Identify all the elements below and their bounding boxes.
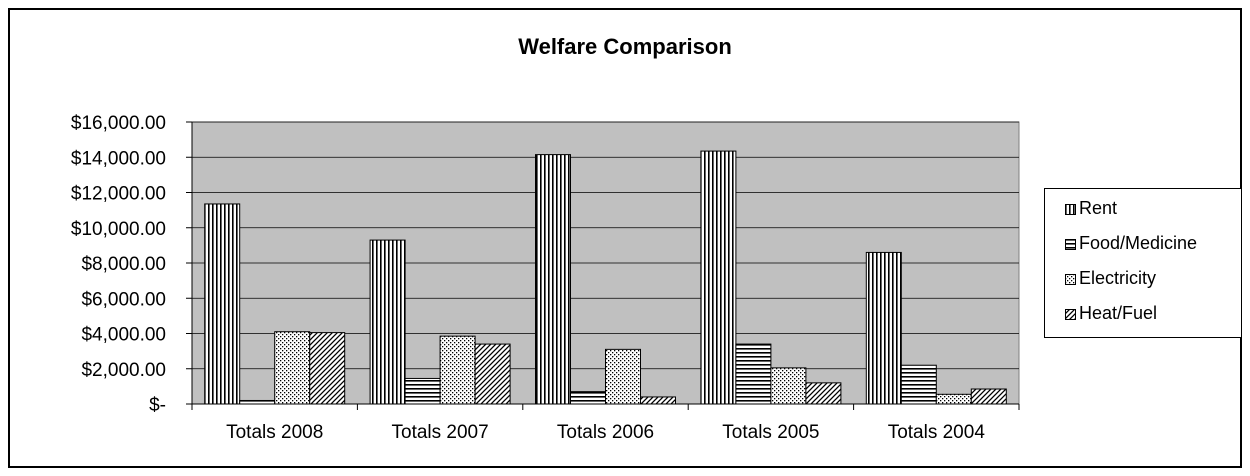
- bar-electricity: [935, 393, 972, 405]
- bar-electricity: [274, 331, 311, 405]
- bar-rent: [700, 150, 737, 405]
- y-tick-label: $4,000.00: [81, 325, 166, 346]
- chart-title: Welfare Comparison: [518, 34, 732, 59]
- legend-swatch: [1065, 309, 1076, 320]
- legend-item: Food/Medicine: [1065, 232, 1197, 254]
- bar-food-medicine: [900, 364, 937, 405]
- x-tick-label: Totals 2006: [557, 422, 654, 443]
- bar-food-medicine: [239, 399, 276, 405]
- x-tick-label: Totals 2004: [888, 422, 986, 443]
- legend-swatch: [1065, 239, 1076, 250]
- bar-rent: [865, 251, 902, 405]
- legend-label: Rent: [1079, 198, 1118, 218]
- legend-item: Electricity: [1065, 267, 1156, 289]
- bar-rent: [369, 239, 406, 405]
- y-tick-label: $16,000.00: [71, 113, 166, 134]
- bar-heat-fuel: [805, 382, 842, 405]
- bar-heat-fuel: [474, 343, 511, 405]
- legend-swatch: [1065, 204, 1076, 215]
- y-tick-label: $12,000.00: [71, 184, 166, 205]
- bar-food-medicine: [735, 343, 772, 405]
- x-tick-label: Totals 2008: [226, 422, 323, 443]
- legend-item: Rent: [1065, 197, 1117, 219]
- legend-swatch: [1065, 274, 1076, 285]
- y-tick-label: $6,000.00: [81, 289, 166, 310]
- x-tick-label: Totals 2005: [722, 422, 819, 443]
- legend-label: Food/Medicine: [1079, 233, 1198, 253]
- legend: Rent Food/Medicine Electricity Heat/Fuel: [1044, 188, 1242, 338]
- bar-rent: [204, 203, 241, 405]
- bar-electricity: [770, 367, 807, 405]
- y-tick-label: $2,000.00: [81, 360, 166, 381]
- bar-food-medicine: [570, 391, 606, 405]
- bar-heat-fuel: [640, 396, 676, 405]
- y-tick-label: $8,000.00: [81, 254, 166, 275]
- y-tick-label: $10,000.00: [71, 219, 166, 240]
- bar-electricity: [439, 335, 476, 405]
- bar-heat-fuel: [309, 332, 346, 405]
- y-tick-label: $14,000.00: [71, 148, 166, 169]
- legend-label: Electricity: [1079, 268, 1157, 288]
- legend-label: Heat/Fuel: [1079, 303, 1158, 323]
- bar-heat-fuel: [970, 388, 1007, 405]
- x-tick-label: Totals 2007: [392, 422, 489, 443]
- bar-food-medicine: [404, 377, 441, 405]
- legend-item: Heat/Fuel: [1065, 302, 1157, 324]
- y-tick-label: $-: [149, 395, 166, 416]
- bar-electricity: [605, 348, 641, 405]
- bar-rent: [535, 154, 571, 405]
